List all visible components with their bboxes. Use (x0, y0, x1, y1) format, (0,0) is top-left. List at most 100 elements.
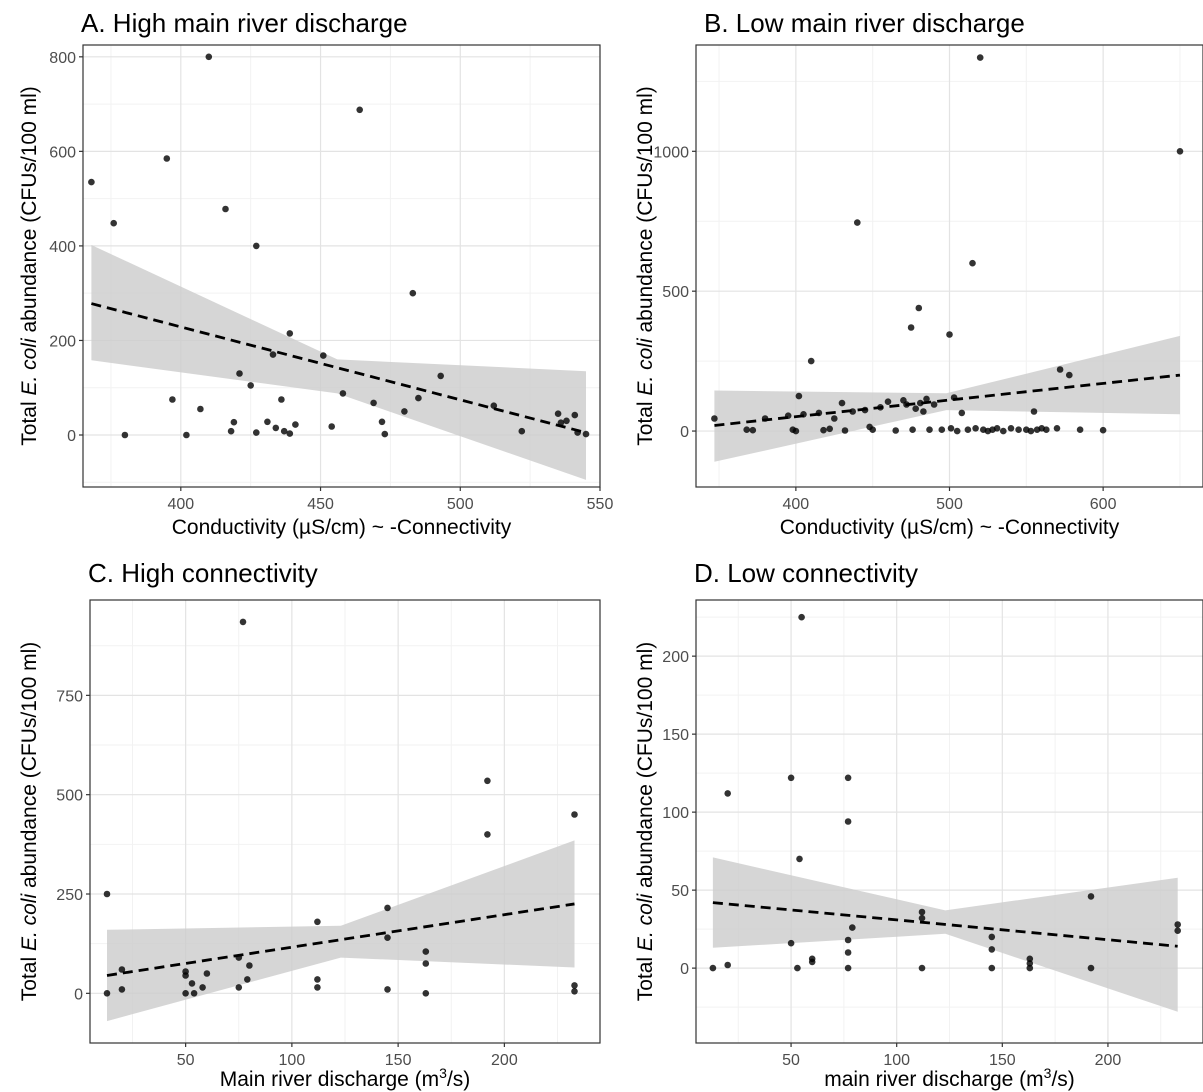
x-tick-label: 550 (587, 496, 614, 513)
data-point (1099, 426, 1107, 434)
data-point (838, 399, 846, 407)
data-point (844, 949, 852, 956)
data-point (247, 382, 254, 389)
data-point (831, 415, 838, 422)
y-tick-label: 200 (49, 333, 76, 350)
data-point (844, 936, 852, 944)
data-point (205, 53, 213, 61)
y-axis-title: Total E. coli abundance (CFUs/100 ml) (18, 86, 41, 446)
data-point (188, 980, 196, 987)
data-point (264, 418, 271, 426)
data-points (88, 53, 590, 439)
x-axis-title: main river discharge (m3/s) (824, 1065, 1075, 1091)
data-point (384, 934, 391, 941)
data-point (1043, 426, 1050, 434)
plot-border (82, 44, 601, 488)
data-point (437, 372, 445, 380)
x-tick-label: 100 (883, 1052, 910, 1069)
data-point (869, 426, 876, 434)
data-point (792, 427, 800, 435)
data-point (571, 411, 579, 419)
gridlines (83, 45, 600, 487)
data-point (958, 409, 966, 417)
y-axis-title: Total E. coli abundance (CFUs/100 ml) (18, 642, 41, 1002)
data-point (554, 410, 562, 418)
data-point (743, 426, 750, 434)
data-point (1174, 927, 1181, 934)
data-point (1087, 893, 1095, 900)
y-tick-label: 400 (49, 239, 76, 256)
data-point (280, 427, 288, 435)
panel-title: B. Low main river discharge (704, 8, 1025, 38)
data-point (787, 774, 795, 782)
data-point (484, 831, 491, 838)
data-point (912, 405, 919, 413)
data-point (183, 431, 190, 439)
data-point (571, 811, 578, 818)
data-point (884, 398, 892, 406)
data-point (571, 988, 578, 995)
data-point (976, 54, 984, 61)
data-point (320, 352, 327, 359)
data-point (278, 396, 285, 403)
data-point (272, 424, 280, 432)
data-point (1087, 964, 1095, 972)
y-tick-label: 200 (662, 649, 689, 666)
data-point (182, 990, 189, 997)
data-point (378, 418, 386, 426)
data-point (993, 425, 1001, 432)
data-point (314, 918, 321, 926)
data-point (110, 219, 117, 227)
data-point (724, 790, 731, 797)
x-axis-title: Conductivity (µS/cm) ~ -Connectivity (780, 516, 1120, 539)
plot-border (89, 599, 601, 1044)
data-point (222, 205, 229, 213)
data-point (796, 855, 803, 863)
data-point (1053, 425, 1061, 432)
x-tick-label: 100 (279, 1052, 306, 1069)
x-axis-title: Main river discharge (m3/s) (220, 1065, 471, 1091)
data-point (197, 405, 204, 413)
data-point (892, 427, 899, 434)
data-point (798, 613, 805, 621)
data-point (807, 357, 815, 365)
data-point (915, 304, 923, 312)
data-point (969, 259, 976, 267)
data-point (244, 976, 251, 983)
x-tick-label: 200 (1095, 1052, 1122, 1069)
data-point (571, 982, 578, 989)
x-axis-title: Conductivity (µS/cm) ~ -Connectivity (172, 516, 512, 539)
data-point (923, 395, 930, 403)
panel-a: 400 450 500 550 0 200 400 600 800 A. High main ri… (18, 8, 614, 539)
data-point (384, 986, 391, 993)
data-point (582, 430, 590, 438)
data-points (711, 54, 1184, 435)
y-tick-label: 0 (680, 424, 689, 441)
data-point (286, 330, 294, 337)
data-point (1000, 427, 1007, 435)
y-tick-label: 0 (74, 986, 83, 1003)
data-point (103, 990, 111, 997)
y-tick-label: 100 (662, 805, 689, 822)
data-point (918, 964, 926, 972)
data-point (199, 984, 206, 991)
data-point (103, 890, 111, 898)
data-point (917, 399, 924, 407)
data-point (1026, 964, 1034, 972)
x-tick-label: 400 (783, 496, 810, 513)
data-point (1007, 425, 1015, 432)
data-point (230, 418, 238, 426)
y-tick-label: 0 (680, 961, 689, 978)
data-point (820, 426, 827, 434)
x-tick-label: 600 (1090, 496, 1117, 513)
data-point (286, 430, 294, 437)
x-tick-label: 50 (782, 1052, 800, 1069)
data-point (252, 429, 260, 436)
data-point (484, 777, 491, 785)
data-point (1076, 426, 1084, 434)
data-point (988, 933, 996, 941)
y-tick-label: 150 (662, 727, 689, 744)
data-point (918, 914, 926, 922)
panel-b: 400 500 600 0 500 1000 B. Low main river disch… (634, 8, 1203, 539)
